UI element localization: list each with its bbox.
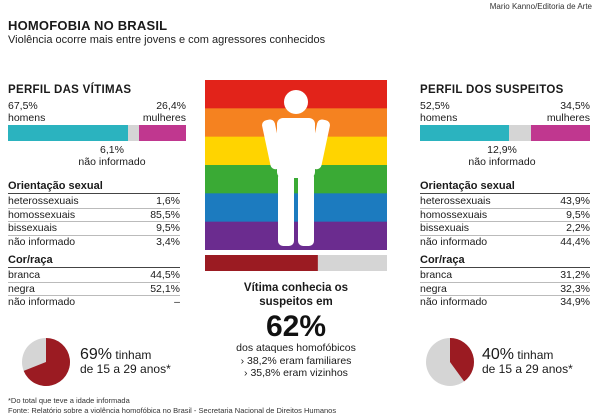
center-bullet-neighbors: › 35,8% eram vizinhos bbox=[244, 367, 348, 379]
table-row: branca 31,2% bbox=[420, 269, 590, 283]
suspects-race-heading: Cor/raça bbox=[420, 254, 590, 268]
victims-orientation-heading: Orientação sexual bbox=[8, 180, 180, 194]
victims-not-informed: 6,1% não informado bbox=[62, 144, 162, 168]
rainbow-stripe bbox=[205, 193, 387, 223]
center-caption: Vítima conhecia os suspeitos em bbox=[205, 281, 387, 309]
table-row: não informado – bbox=[8, 296, 180, 308]
center-line1: Vítima conhecia os bbox=[243, 282, 349, 294]
victims-age-pct: 69% bbox=[80, 346, 113, 363]
table-row: negra 52,1% bbox=[8, 282, 180, 296]
victims-gender-bar bbox=[8, 125, 186, 141]
table-row: homossexuais 85,5% bbox=[8, 208, 180, 222]
pie-slice-15-29 bbox=[450, 338, 474, 382]
suspects-orientation-heading: Orientação sexual bbox=[420, 180, 590, 194]
center-acquaintance-bar bbox=[205, 255, 387, 271]
suspects-label-row: homens mulheres bbox=[420, 112, 590, 124]
victims-ni-pct: 6,1% bbox=[100, 144, 124, 156]
table-row: heterossexuais 1,6% bbox=[8, 195, 180, 209]
victims-label-row: homens mulheres bbox=[8, 112, 186, 124]
suspects-ni-pct: 12,9% bbox=[487, 144, 517, 156]
bar-fill-62 bbox=[205, 255, 318, 271]
table-row: não informado 44,4% bbox=[420, 235, 590, 248]
suspects-age-line2: de 15 a 29 anos* bbox=[482, 362, 573, 376]
table-row: não informado 3,4% bbox=[8, 235, 180, 248]
bar-segment-not-informed bbox=[509, 125, 532, 141]
footnote-source: Fonte: Relatório sobre a violência homof… bbox=[8, 406, 337, 415]
suspects-race-table: Cor/raça branca 31,2% negra 32,3% não info… bbox=[420, 254, 590, 309]
victims-ni-label: não informado bbox=[78, 156, 146, 168]
table-row: bissexuais 9,5% bbox=[8, 222, 180, 236]
center-details: dos ataques homofóbicos › 38,2% eram fam… bbox=[205, 342, 387, 380]
suspects-ni-label: não informado bbox=[468, 156, 536, 168]
rainbow-figure bbox=[205, 80, 387, 250]
suspects-not-informed: 12,9% não informado bbox=[452, 144, 552, 168]
victims-women-label: mulheres bbox=[142, 112, 186, 124]
victims-race-table: Cor/raça branca 44,5% negra 52,1% não info… bbox=[8, 254, 180, 309]
victims-race-heading: Cor/raça bbox=[8, 254, 180, 268]
bar-segment-women bbox=[138, 125, 186, 141]
page-subtitle: Violência ocorre mais entre jovens e com… bbox=[8, 34, 326, 46]
center-bullet-family: › 38,2% eram familiares bbox=[240, 354, 352, 367]
table-row: bissexuais 2,2% bbox=[420, 222, 590, 236]
rainbow-stripe bbox=[205, 221, 387, 250]
suspects-age-line1: tinham bbox=[517, 348, 554, 362]
victims-heading: PERFIL DAS VÍTIMAS bbox=[8, 84, 132, 96]
bar-segment-women bbox=[531, 125, 590, 141]
suspects-men-label: homens bbox=[420, 112, 458, 124]
table-row: heterossexuais 43,9% bbox=[420, 195, 590, 209]
suspects-women-pct: 34,5% bbox=[560, 100, 590, 112]
victims-women-pct: 26,4% bbox=[156, 100, 186, 112]
table-row: negra 32,3% bbox=[420, 282, 590, 296]
victims-age-line2: de 15 a 29 anos* bbox=[80, 362, 171, 376]
suspects-gender-bar bbox=[420, 125, 590, 141]
victims-age-text: 69% tinham de 15 a 29 anos* bbox=[80, 346, 171, 377]
center-big-pct: 62% bbox=[265, 310, 327, 343]
victims-men-pct: 67,5% bbox=[8, 100, 38, 112]
suspects-women-label: mulheres bbox=[546, 112, 590, 124]
credit: Mario Kanno/Editoria de Arte bbox=[489, 2, 592, 11]
suspects-age-pct: 40% bbox=[482, 346, 515, 363]
suspects-pct-row: 52,5% 34,5% bbox=[420, 100, 590, 112]
suspects-men-pct: 52,5% bbox=[420, 100, 450, 112]
bar-segment-men bbox=[8, 125, 129, 141]
page-title: HOMOFOBIA NO BRASIL bbox=[8, 18, 168, 33]
bar-segment-not-informed bbox=[128, 125, 139, 141]
suspects-heading: PERFIL DOS SUSPEITOS bbox=[420, 84, 564, 96]
suspects-age-text: 40% tinham de 15 a 29 anos* bbox=[482, 346, 573, 377]
bar-segment-men bbox=[420, 125, 510, 141]
suspects-age-pie bbox=[426, 338, 474, 386]
victims-pct-row: 67,5% 26,4% bbox=[8, 100, 186, 112]
table-row: branca 44,5% bbox=[8, 269, 180, 283]
person-silhouette-icon bbox=[262, 90, 330, 246]
center-line3: dos ataques homofóbicos bbox=[236, 342, 356, 354]
victims-orientation-table: Orientação sexual heterossexuais 1,6% hom… bbox=[8, 180, 180, 248]
victims-men-label: homens bbox=[8, 112, 46, 124]
footnote-age: *Do total que teve a idade informada bbox=[8, 396, 130, 405]
victims-age-pie bbox=[22, 338, 70, 386]
table-row: homossexuais 9,5% bbox=[420, 208, 590, 222]
table-row: não informado 34,9% bbox=[420, 296, 590, 308]
suspects-orientation-table: Orientação sexual heterossexuais 43,9% ho… bbox=[420, 180, 590, 248]
pie-slice-15-29 bbox=[23, 338, 70, 386]
center-line2: suspeitos em bbox=[259, 296, 333, 308]
victims-age-line1: tinham bbox=[115, 348, 152, 362]
